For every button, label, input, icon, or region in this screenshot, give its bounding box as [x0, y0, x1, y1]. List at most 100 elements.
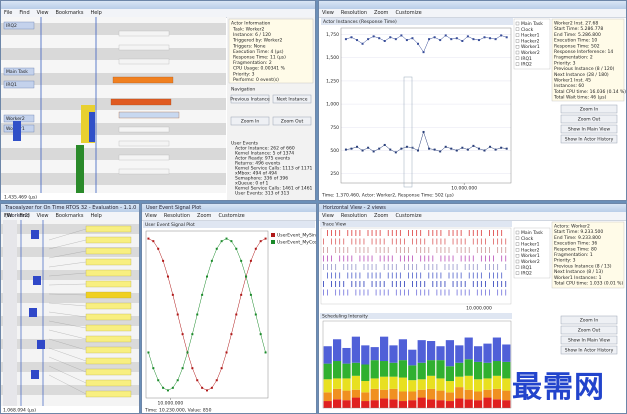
button-label: Zoom Out: [578, 117, 601, 123]
button[interactable]: [230, 116, 270, 126]
legend-check[interactable]: [515, 254, 520, 258]
trace-tick: [476, 264, 478, 270]
bar-segment: [427, 399, 436, 408]
info-line: Execution Time: 10: [554, 38, 597, 44]
legend-check[interactable]: [515, 33, 520, 37]
point: [383, 143, 386, 146]
menu-item[interactable]: Bookmarks: [55, 213, 84, 219]
button[interactable]: [560, 114, 618, 124]
menu-item[interactable]: Customize: [395, 10, 422, 16]
point: [411, 37, 414, 40]
band: [1, 224, 139, 234]
point: [400, 34, 403, 37]
legend-check[interactable]: [515, 236, 520, 240]
legend-check[interactable]: [515, 56, 520, 60]
bar-segment: [417, 397, 426, 408]
menu-item[interactable]: Help: [90, 213, 102, 219]
legend-check[interactable]: [515, 21, 520, 26]
trace-tick: [375, 238, 377, 245]
trace-tick: [497, 247, 499, 253]
menu-item[interactable]: View: [36, 10, 49, 16]
trace-tick: [416, 272, 418, 279]
menu-item[interactable]: File: [4, 10, 13, 16]
trace-tick: [501, 255, 503, 262]
menu-item[interactable]: View: [322, 213, 334, 219]
menu-item[interactable]: File: [4, 213, 13, 219]
trace-tick: [452, 230, 454, 236]
legend-check[interactable]: [515, 27, 520, 31]
info-line: End Time: 9.233.800: [554, 235, 601, 241]
menu-item[interactable]: View: [36, 213, 49, 219]
button[interactable]: [272, 94, 312, 104]
legend-check[interactable]: [515, 50, 520, 55]
menu-item[interactable]: Find: [19, 213, 30, 219]
legend-check[interactable]: [515, 242, 520, 246]
bar-segment: [464, 337, 473, 360]
highlight: [403, 76, 413, 188]
trace-tick: [379, 281, 381, 287]
bar-segment: [351, 375, 360, 390]
trace-tick: [416, 264, 418, 270]
legend-check[interactable]: [515, 265, 520, 269]
button[interactable]: [560, 124, 618, 134]
trace-tick: [359, 289, 361, 296]
tree-line: Returns: 496 events: [235, 161, 281, 167]
connector: [48, 293, 87, 296]
bar-segment: [483, 389, 492, 398]
tree-line: Kernel Service Calls: 1461 of 1461: [235, 186, 313, 192]
button[interactable]: [272, 116, 312, 126]
button[interactable]: [560, 134, 618, 144]
legend-check[interactable]: [515, 39, 520, 43]
legend-check[interactable]: [515, 248, 520, 252]
button[interactable]: [560, 315, 618, 325]
legend-check[interactable]: [515, 45, 520, 49]
trace-tick: [456, 247, 458, 253]
trace-tick: [464, 255, 466, 262]
connector: [48, 239, 87, 250]
button[interactable]: [230, 94, 270, 104]
menu-item[interactable]: View: [145, 213, 157, 219]
bar-segment: [455, 387, 464, 399]
button[interactable]: [560, 104, 618, 114]
menu-item[interactable]: Zoom: [197, 213, 212, 219]
tree-line: Kernel Instance: 5 of 1374: [235, 151, 294, 157]
button[interactable]: [560, 345, 618, 355]
menu-item[interactable]: Customize: [218, 213, 245, 219]
trace-tick: [432, 264, 434, 270]
menu-item[interactable]: Resolution: [340, 10, 368, 16]
bar-segment: [342, 400, 351, 408]
trace-tick: [367, 289, 369, 296]
trace-tick: [408, 264, 409, 270]
trace-tick: [497, 230, 499, 236]
button[interactable]: [560, 335, 618, 345]
bar-segment: [436, 346, 445, 361]
trace-tick: [480, 281, 482, 287]
menu-item[interactable]: Zoom: [374, 10, 389, 16]
trace-tick: [395, 230, 397, 236]
band: [1, 23, 226, 35]
trace-tick: [335, 272, 337, 279]
menu-item[interactable]: Resolution: [340, 213, 368, 219]
menu-item[interactable]: Resolution: [163, 213, 191, 219]
trace-tick: [432, 230, 434, 236]
trace-tick: [359, 281, 361, 287]
menu-item[interactable]: Bookmarks: [55, 10, 84, 16]
bar-segment: [502, 344, 511, 362]
trace-tick: [323, 247, 324, 253]
trace-tick: [371, 238, 373, 245]
legend-check[interactable]: [515, 230, 520, 235]
menu-item[interactable]: View: [322, 10, 334, 16]
legend-check[interactable]: [515, 62, 520, 66]
point: [383, 39, 386, 42]
menu-item[interactable]: Customize: [395, 213, 422, 219]
trace-window: Tracealyzer for On Time RTOS 32 - Evalua…: [0, 203, 140, 414]
menu-item[interactable]: Find: [19, 10, 30, 16]
button[interactable]: [560, 325, 618, 335]
legend-check[interactable]: [515, 271, 520, 275]
point: [433, 148, 436, 151]
legend-check[interactable]: [515, 259, 520, 264]
bar-segment: [380, 336, 389, 362]
menu-item[interactable]: Help: [90, 10, 102, 16]
menu-item[interactable]: Zoom: [374, 213, 389, 219]
